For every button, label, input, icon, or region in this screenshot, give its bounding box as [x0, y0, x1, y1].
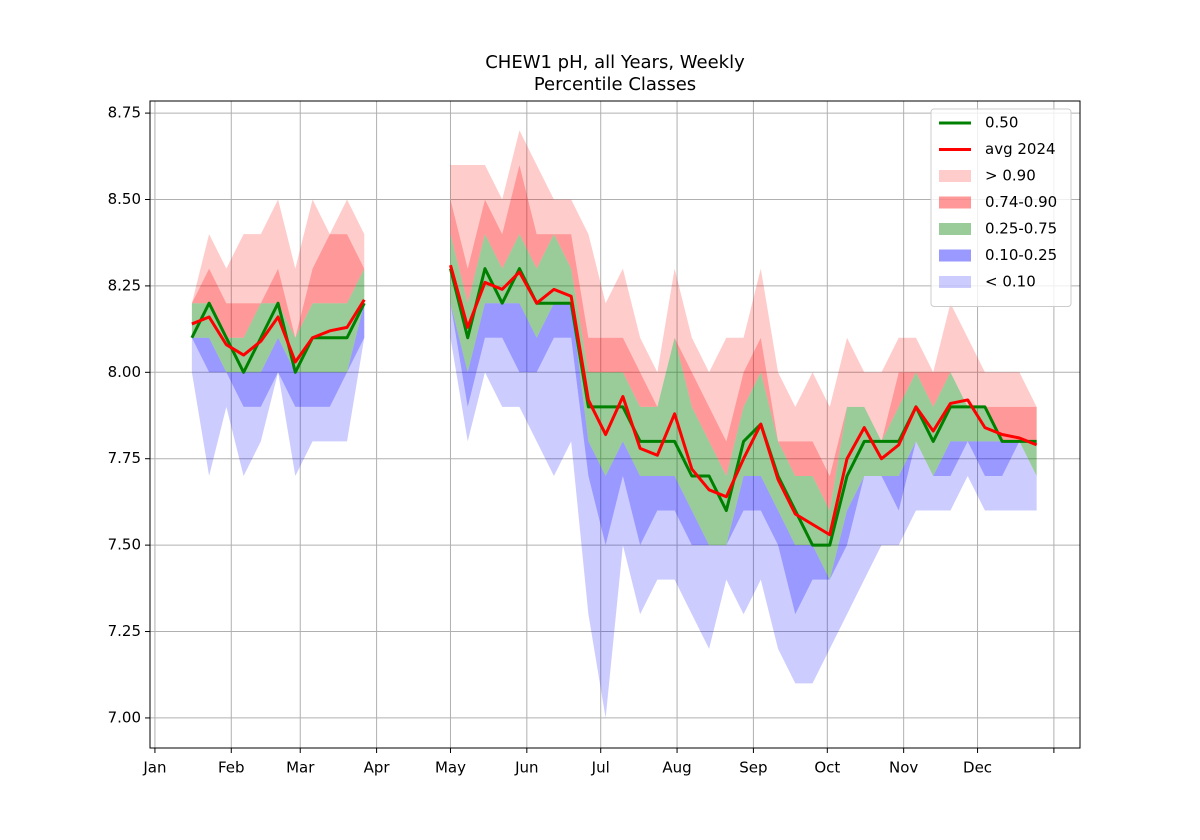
legend-swatch	[939, 196, 971, 209]
x-tick-label: Sep	[739, 759, 767, 777]
y-tick-label: 8.50	[108, 190, 141, 208]
x-tick-label: Dec	[963, 759, 992, 777]
legend-swatch	[939, 249, 971, 262]
legend-label: > 0.90	[985, 167, 1036, 185]
percentile-band	[191, 164, 1037, 511]
x-tick-label: Mar	[286, 759, 315, 777]
percentile-band	[191, 303, 1037, 718]
x-tick-label: Jun	[514, 759, 538, 777]
axes-frame	[149, 100, 1081, 749]
x-tick-label: Apr	[364, 759, 391, 777]
y-tick-label: 7.50	[108, 536, 141, 554]
y-tick-label: 7.75	[108, 449, 141, 467]
legend-label: avg 2024	[985, 140, 1056, 158]
x-tick-label: Nov	[889, 759, 918, 777]
y-tick-label: 7.25	[108, 622, 141, 640]
percentile-band	[191, 303, 1037, 615]
x-tick-label: Jan	[142, 759, 166, 777]
y-tick-label: 8.75	[108, 104, 141, 122]
chart-title: CHEW1 pH, all Years, Weekly	[485, 52, 745, 73]
series-line	[190, 267, 1037, 547]
y-tick-label: 8.00	[108, 363, 141, 381]
x-tick-label: Feb	[218, 759, 245, 777]
x-tick-label: May	[435, 759, 466, 777]
legend-swatch	[939, 170, 971, 182]
legend-label: 0.25-0.75	[985, 220, 1057, 238]
x-tick-label: Jul	[591, 759, 610, 777]
x-tick-label: Oct	[814, 759, 840, 777]
x-tick-label: Aug	[662, 759, 691, 777]
y-tick-label: 8.25	[108, 276, 141, 294]
legend-box	[930, 108, 1072, 307]
y-tick-label: 7.00	[108, 708, 141, 726]
chart-subtitle: Percentile Classes	[534, 74, 696, 95]
legend-label: 0.74-0.90	[985, 193, 1057, 211]
legend-label: < 0.10	[985, 273, 1036, 291]
series-line	[191, 264, 1038, 537]
legend-label: 0.50	[985, 114, 1018, 132]
legend-swatch	[939, 223, 971, 235]
legend-label: 0.10-0.25	[985, 246, 1057, 264]
percentile-band	[191, 130, 1037, 476]
legend-swatch	[939, 276, 971, 288]
